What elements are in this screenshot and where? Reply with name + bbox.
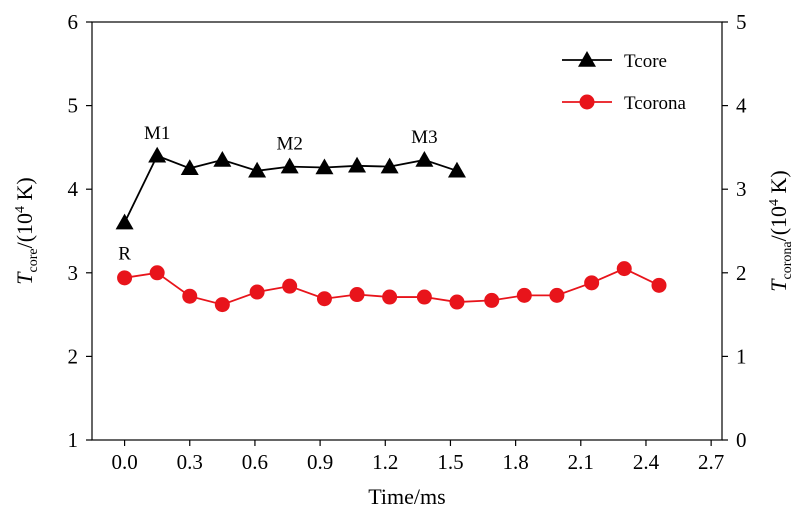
data-point-tcorona [349, 287, 365, 303]
x-tick-label: 2.4 [633, 450, 660, 474]
legend-label: Tcorona [624, 93, 687, 114]
data-point-tcorona [214, 297, 230, 313]
data-point-tcorona [182, 288, 198, 304]
data-point-tcorona [651, 277, 667, 293]
y-tick-label-left: 4 [68, 177, 79, 201]
y-axis-title-right-rest: /(10 [766, 206, 791, 241]
data-point-tcorona [584, 275, 600, 291]
y-axis-title-left-main: T [12, 271, 37, 285]
legend-marker [578, 51, 596, 67]
data-point-tcorona [484, 292, 500, 308]
annotations: R M1 M2 M3 [118, 123, 437, 265]
annotation-m3: M3 [411, 127, 437, 148]
y-tick-label-left: 3 [68, 261, 79, 285]
y-axis-title-left-rest: /(10 [12, 213, 37, 248]
data-point-tcorona [416, 289, 432, 305]
legend-item-tcorona: Tcorona [562, 93, 687, 114]
x-tick-label: 0.6 [242, 450, 268, 474]
x-tick-label: 1.2 [372, 450, 398, 474]
y-tick-label-left: 5 [68, 94, 79, 118]
y-tick-label-right: 1 [736, 344, 747, 368]
data-point-tcorona [616, 261, 632, 277]
series-layer [115, 146, 667, 313]
data-point-tcore [415, 150, 434, 167]
x-tick-label: 2.7 [698, 450, 724, 474]
y-tick-label-right: 5 [736, 10, 747, 34]
legend-label: Tcore [624, 51, 667, 72]
data-point-tcore [248, 161, 267, 178]
data-point-tcorona [316, 291, 332, 307]
x-tick-label: 0.3 [177, 450, 203, 474]
x-tick-label: 2.1 [568, 450, 594, 474]
y-tick-label-left: 2 [68, 344, 79, 368]
annotation-m2: M2 [276, 134, 302, 155]
x-tick-label: 0.0 [111, 450, 137, 474]
data-point-tcore [315, 158, 334, 175]
y-axis-title-right-main: T [766, 278, 791, 292]
data-point-tcorona [117, 270, 133, 286]
data-point-tcorona [549, 287, 565, 303]
data-point-tcorona [449, 294, 465, 310]
y-tick-label-right: 3 [736, 177, 747, 201]
data-point-tcore [348, 156, 367, 173]
data-point-tcore [148, 146, 167, 163]
y-axis-title-left: Tcore/(104 K) [12, 177, 41, 285]
annotation-r: R [118, 244, 131, 265]
x-axis-title: Time/ms [368, 484, 445, 509]
series-tcorona [117, 261, 667, 313]
annotation-m1: M1 [144, 123, 170, 144]
data-point-tcore [380, 157, 399, 174]
y-tick-label-left: 6 [68, 10, 79, 34]
y-tick-label-left: 1 [68, 428, 79, 452]
x-tick-label: 1.5 [437, 450, 463, 474]
y-tick-label-right: 0 [736, 428, 747, 452]
data-point-tcore [447, 161, 466, 178]
x-tick-label: 1.8 [502, 450, 528, 474]
x-tick-label: 0.9 [307, 450, 333, 474]
legend: Tcore Tcorona [562, 51, 687, 114]
data-point-tcore [280, 157, 299, 174]
series-tcore [115, 146, 466, 230]
y-axis-title-right-sup: 4 [767, 199, 782, 206]
data-point-tcore [180, 159, 199, 176]
legend-marker [579, 94, 595, 110]
data-point-tcore [213, 150, 232, 167]
data-point-tcorona [382, 289, 398, 305]
y-axis-title-left-sub: core [26, 248, 41, 272]
y-axis-title-right-sub: corona [780, 241, 795, 280]
y-axis-title-left-unit: K) [12, 177, 37, 206]
y-tick-label-right: 4 [736, 94, 747, 118]
svg-text:Tcorona/(104 K): Tcorona/(104 K) [766, 170, 795, 292]
data-point-tcorona [249, 284, 265, 300]
axis-ticks: 0.0 0.3 0.6 0.9 1.2 1.5 1.8 2.1 2.4 2.7 1 2 3 4 5 6 0 1 2 3… [68, 10, 748, 474]
svg-text:Tcore/(104 K): Tcore/(104 K) [12, 177, 41, 285]
data-point-tcore [115, 213, 134, 230]
legend-item-tcore: Tcore [562, 51, 667, 72]
y-axis-title-right-unit: K) [766, 170, 791, 199]
data-point-tcorona [149, 265, 165, 281]
y-tick-label-right: 2 [736, 261, 747, 285]
y-axis-title-left-sup: 4 [13, 206, 28, 213]
plot-frame [91, 21, 723, 441]
data-point-tcorona [282, 278, 298, 294]
y-axis-title-right: Tcorona/(104 K) [766, 170, 795, 292]
data-point-tcorona [516, 287, 532, 303]
